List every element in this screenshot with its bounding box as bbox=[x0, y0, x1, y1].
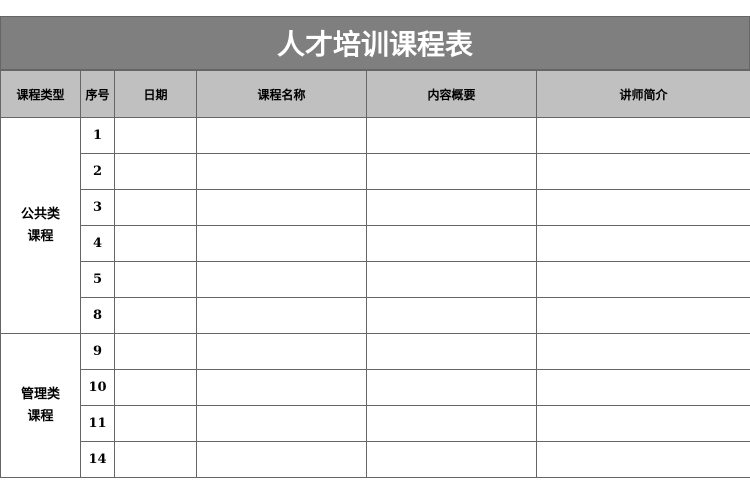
course-name-cell[interactable] bbox=[196, 369, 367, 406]
summary-cell[interactable] bbox=[366, 333, 537, 370]
table-row: 10 bbox=[1, 369, 750, 406]
course-name-cell[interactable] bbox=[196, 333, 367, 370]
instructor-cell[interactable] bbox=[536, 441, 750, 478]
summary-cell[interactable] bbox=[366, 189, 537, 226]
summary-cell[interactable] bbox=[366, 117, 537, 154]
instructor-cell[interactable] bbox=[536, 261, 750, 298]
instructor-cell[interactable] bbox=[536, 189, 750, 226]
course-type-line2: 课程 bbox=[27, 408, 54, 424]
header-row: 课程类型 序号 日期 课程名称 内容概要 讲师简介 bbox=[0, 70, 750, 118]
course-name-cell[interactable] bbox=[196, 153, 367, 190]
course-type-line1: 管理类 bbox=[20, 386, 60, 402]
header-date: 日期 bbox=[114, 70, 197, 118]
instructor-cell[interactable] bbox=[536, 333, 750, 370]
summary-cell[interactable] bbox=[366, 153, 537, 190]
header-summary: 内容概要 bbox=[366, 70, 537, 118]
summary-cell[interactable] bbox=[366, 225, 537, 262]
date-cell[interactable] bbox=[114, 117, 197, 154]
summary-cell[interactable] bbox=[366, 441, 537, 478]
index-cell: 2 bbox=[80, 153, 115, 190]
index-cell: 11 bbox=[80, 405, 115, 442]
index-cell: 4 bbox=[80, 225, 115, 262]
course-name-cell[interactable] bbox=[196, 261, 367, 298]
date-cell[interactable] bbox=[114, 369, 197, 406]
summary-cell[interactable] bbox=[366, 261, 537, 298]
table-row: 8 bbox=[1, 297, 750, 334]
instructor-cell[interactable] bbox=[536, 369, 750, 406]
course-type-cell: 管理类 课程 bbox=[0, 333, 81, 478]
header-course-type: 课程类型 bbox=[0, 70, 81, 118]
course-name-cell[interactable] bbox=[196, 405, 367, 442]
course-type-cell: 公共类 课程 bbox=[0, 117, 81, 334]
date-cell[interactable] bbox=[114, 189, 197, 226]
course-name-cell[interactable] bbox=[196, 225, 367, 262]
date-cell[interactable] bbox=[114, 261, 197, 298]
index-cell: 10 bbox=[80, 369, 115, 406]
course-name-cell[interactable] bbox=[196, 117, 367, 154]
table-row: 3 bbox=[1, 189, 750, 226]
table-row: 4 bbox=[1, 225, 750, 262]
date-cell[interactable] bbox=[114, 153, 197, 190]
course-name-cell[interactable] bbox=[196, 297, 367, 334]
course-table: 课程类型 序号 日期 课程名称 内容概要 讲师简介 公共类 课程 1 2 3 4 5 8 管理类… bbox=[0, 70, 750, 478]
course-name-cell[interactable] bbox=[196, 189, 367, 226]
page-title: 人才培训课程表 bbox=[0, 16, 750, 70]
table-row: 公共类 课程 1 bbox=[0, 117, 750, 334]
index-cell: 8 bbox=[80, 297, 115, 334]
header-instructor: 讲师简介 bbox=[536, 70, 750, 118]
instructor-cell[interactable] bbox=[536, 297, 750, 334]
summary-cell[interactable] bbox=[366, 405, 537, 442]
date-cell[interactable] bbox=[114, 441, 197, 478]
index-cell: 14 bbox=[80, 441, 115, 478]
table-row: 管理类 课程 9 bbox=[0, 333, 750, 478]
instructor-cell[interactable] bbox=[536, 153, 750, 190]
course-name-cell[interactable] bbox=[196, 441, 367, 478]
index-cell: 1 bbox=[80, 117, 115, 154]
table-row: 11 bbox=[1, 405, 750, 442]
index-cell: 5 bbox=[80, 261, 115, 298]
instructor-cell[interactable] bbox=[536, 117, 750, 154]
header-index: 序号 bbox=[80, 70, 115, 118]
table-row: 14 bbox=[1, 441, 750, 478]
table-row: 2 bbox=[1, 153, 750, 190]
table-row: 5 bbox=[1, 261, 750, 298]
index-cell: 9 bbox=[80, 333, 115, 370]
date-cell[interactable] bbox=[114, 225, 197, 262]
header-course-name: 课程名称 bbox=[196, 70, 367, 118]
date-cell[interactable] bbox=[114, 405, 197, 442]
instructor-cell[interactable] bbox=[536, 405, 750, 442]
index-cell: 3 bbox=[80, 189, 115, 226]
course-type-line1: 公共类 bbox=[20, 206, 60, 222]
instructor-cell[interactable] bbox=[536, 225, 750, 262]
date-cell[interactable] bbox=[114, 333, 197, 370]
course-type-line2: 课程 bbox=[27, 228, 54, 244]
summary-cell[interactable] bbox=[366, 297, 537, 334]
summary-cell[interactable] bbox=[366, 369, 537, 406]
date-cell[interactable] bbox=[114, 297, 197, 334]
